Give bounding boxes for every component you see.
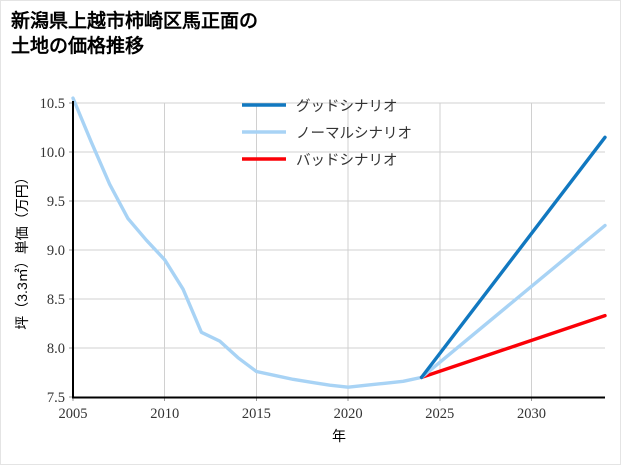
legend-label-normal: ノーマルシナリオ [296, 126, 412, 142]
x-axis-title: 年 [332, 428, 346, 444]
y-tick-label-8.0: 8.0 [47, 341, 65, 357]
chart-title: 新潟県上越市柿崎区馬正面の 土地の価格推移 [11, 9, 611, 60]
x-tick-labels: 2005 2010 2015 2020 2025 2030 [59, 406, 547, 422]
y-tick-label-7.5: 7.5 [47, 390, 65, 406]
axis-spines [71, 101, 605, 399]
data-series-group [71, 96, 607, 389]
legend-item-normal[interactable]: ノーマルシナリオ [242, 126, 412, 142]
y-tick-label-8.5: 8.5 [47, 292, 65, 308]
y-axis-title: 坪（3.3㎡）単価（万円） [14, 170, 30, 329]
series-line-normal-scenario [419, 223, 607, 380]
y-gridlines [73, 102, 605, 398]
x-tick-label-2020: 2020 [334, 406, 363, 422]
legend-item-bad[interactable]: バッドシナリオ [242, 153, 398, 169]
y-tick-label-10.5: 10.5 [40, 96, 65, 112]
series-line-bad-scenario [419, 313, 607, 380]
chart-legend: グッドシナリオ ノーマルシナリオ バッドシナリオ [242, 98, 412, 169]
x-tick-label-2005: 2005 [59, 406, 88, 422]
y-tick-label-10.0: 10.0 [40, 145, 65, 161]
x-tick-label-2015: 2015 [242, 406, 271, 422]
x-tick-label-2030: 2030 [517, 406, 546, 422]
chart-title-line2: 土地の価格推移 [11, 36, 145, 58]
series-line-good-scenario [419, 135, 607, 380]
y-tick-label-9.0: 9.0 [47, 243, 65, 259]
legend-label-bad: バッドシナリオ [296, 153, 398, 169]
x-tick-label-2010: 2010 [150, 406, 179, 422]
y-tick-labels: 10.5 10.0 9.5 9.0 8.5 8.0 7.5 [40, 96, 65, 406]
series-line-historical [71, 96, 424, 389]
legend-label-good: グッドシナリオ [296, 98, 398, 115]
chart-title-line1: 新潟県上越市柿崎区馬正面の [11, 11, 259, 32]
legend-item-good[interactable]: グッドシナリオ [242, 98, 398, 115]
x-tick-label-2025: 2025 [425, 406, 454, 422]
y-tick-label-9.5: 9.5 [47, 194, 65, 210]
